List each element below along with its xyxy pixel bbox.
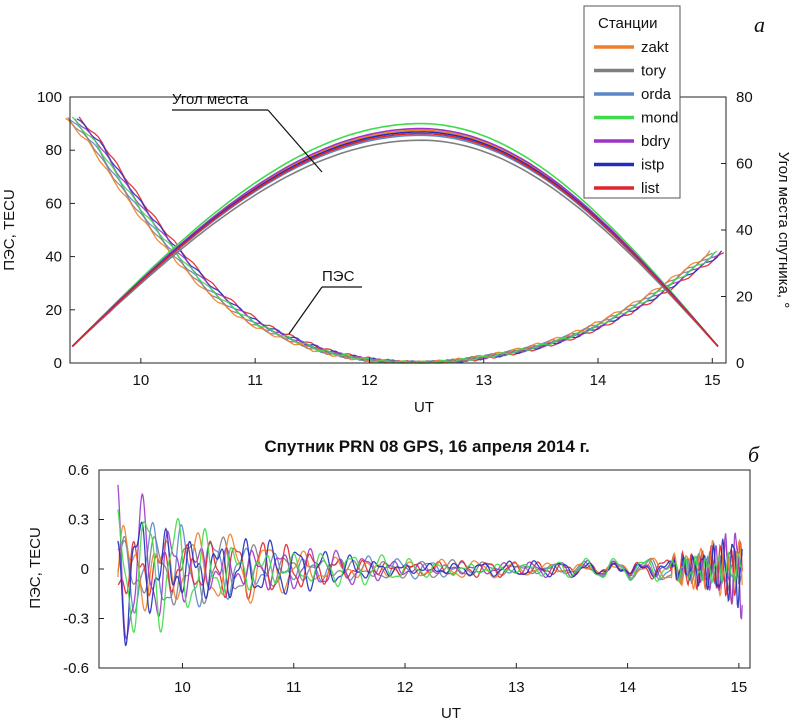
- panel-b-xtick-label: 12: [397, 679, 414, 696]
- panel-a-ytick-label: 20: [45, 302, 62, 319]
- legend-label-list: list: [641, 180, 660, 197]
- legend-label-tory: tory: [641, 63, 667, 80]
- panel-a-y2tick-label: 20: [736, 289, 753, 306]
- panel-b-series-layer: [117, 484, 743, 647]
- annotation-tec-leader: [288, 286, 323, 335]
- panel-b-xtick-label: 10: [174, 679, 191, 696]
- panel-a-xtick-label: 12: [361, 372, 378, 389]
- panel-a-y2tick-label: 40: [736, 222, 753, 239]
- panel-a-ytick-label: 0: [54, 355, 62, 372]
- legend-title: Станции: [598, 15, 658, 32]
- panel-b-axes: 10 11 12 13 14 15 -0.6 -0.3 0 0.3 0.6: [63, 462, 751, 696]
- panel-b-ytick-label: -0.3: [63, 611, 89, 628]
- panel-a-xtick-label: 10: [133, 372, 150, 389]
- legend-label-mond: mond: [641, 110, 679, 127]
- panel-b-xlabel: UT: [441, 705, 461, 722]
- legend-label-bdry: bdry: [641, 133, 671, 150]
- panel-a: 10 11 12 13 14 15 0 20 40 60 80 100 0 20 40 60 80 а Угол…: [1, 5, 792, 416]
- tec-line-mond: [71, 116, 718, 364]
- legend-label-orda: orda: [641, 86, 672, 103]
- panel-b-letter: б: [748, 442, 760, 467]
- panel-a-xtick-label: 13: [475, 372, 492, 389]
- panel-a-ytick-label: 80: [45, 142, 62, 159]
- panel-a-y2tick-label: 0: [736, 355, 744, 372]
- panel-a-ytick-label: 40: [45, 249, 62, 266]
- panel-a-xtick-label: 14: [590, 372, 607, 389]
- annotation-elevation: Угол места: [172, 91, 249, 108]
- panel-b-xtick-label: 11: [286, 679, 302, 696]
- panel-a-axes: 10 11 12 13 14 15 0 20 40 60 80 100 0 20 40 60 80: [37, 89, 753, 389]
- panel-a-ylabel: ПЭС, TECU: [1, 189, 18, 271]
- legend-items: zakt tory orda mond bdry istp list: [594, 39, 679, 197]
- tec-line-zakt: [65, 117, 711, 364]
- elevation-line-mond: [71, 122, 719, 347]
- elevation-line-bdry: [71, 127, 719, 347]
- panel-a-y2label: Угол места спутника, °: [775, 152, 792, 309]
- elevation-line-list: [71, 132, 719, 347]
- panel-a-letter: а: [754, 12, 765, 37]
- panel-a-xlabel: UT: [414, 399, 434, 416]
- panel-b-ytick-label: -0.6: [63, 660, 89, 677]
- panel-a-y2tick-label: 80: [736, 89, 753, 106]
- panel-a-ytick-label: 60: [45, 195, 62, 212]
- panel-b-ylabel: ПЭС, TECU: [27, 527, 44, 609]
- legend-label-istp: istp: [641, 157, 664, 174]
- legend: Станции zakt tory orda mond bdry istp list: [583, 5, 681, 199]
- panel-b-ytick-label: 0.3: [68, 512, 89, 529]
- elevation-line-tory: [71, 139, 719, 347]
- panel-b-xtick-label: 13: [508, 679, 525, 696]
- dtec-line-mond: [117, 509, 743, 634]
- legend-label-zakt: zakt: [641, 39, 669, 56]
- panel-b: Спутник PRN 08 GPS, 16 апреля 2014 г. б …: [27, 437, 760, 722]
- annotation-elevation-leader: [267, 109, 323, 173]
- panel-a-ytick-label: 100: [37, 89, 62, 106]
- panel-b-xtick-label: 15: [731, 679, 748, 696]
- panel-b-xtick-label: 14: [619, 679, 636, 696]
- panel-a-xtick-label: 11: [247, 372, 263, 389]
- panel-b-ytick-label: 0: [81, 561, 89, 578]
- panel-a-series-layer: [65, 116, 725, 364]
- panel-b-ytick-label: 0.6: [68, 462, 89, 479]
- panel-a-xtick-label: 15: [704, 372, 721, 389]
- panel-b-title: Спутник PRN 08 GPS, 16 апреля 2014 г.: [264, 437, 589, 456]
- panel-a-y2tick-label: 60: [736, 156, 753, 173]
- annotation-tec: ПЭС: [322, 268, 355, 285]
